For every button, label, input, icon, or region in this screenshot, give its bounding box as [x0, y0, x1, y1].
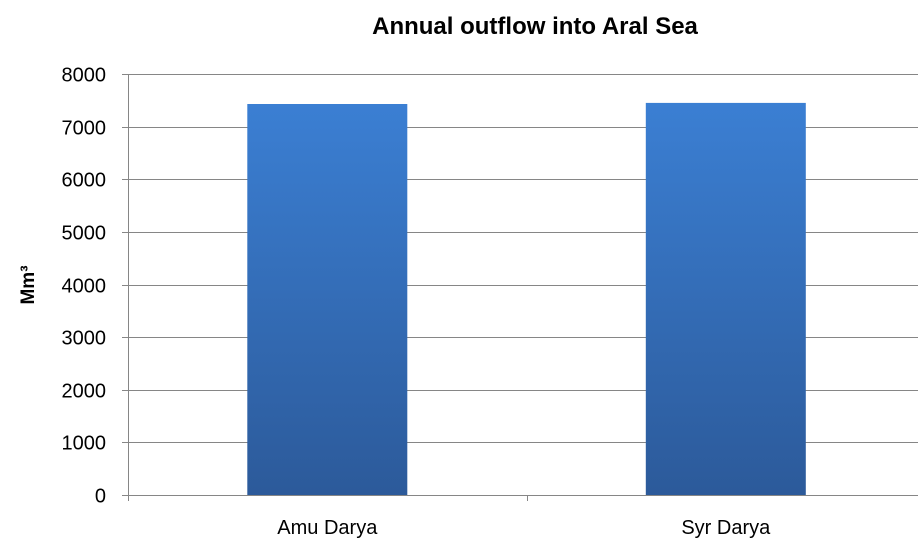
axes [122, 74, 918, 501]
bar-amu-darya [247, 104, 408, 495]
chart-title: Annual outflow into Aral Sea [372, 13, 698, 40]
y-tick-label: 2000 [62, 381, 107, 403]
y-tick-label: 5000 [62, 223, 107, 245]
x-tick-labels: Amu Darya Syr Darya [277, 517, 771, 539]
y-axis-label: Mm³ [18, 265, 39, 304]
y-tick-label: 0 [95, 486, 106, 508]
y-tick-label: 6000 [62, 170, 107, 192]
y-tick-label: 4000 [62, 276, 107, 298]
bar-syr-darya [645, 102, 806, 496]
bars [247, 102, 806, 496]
y-tick-label: 3000 [62, 328, 107, 350]
y-tick-label: 7000 [62, 118, 107, 140]
x-tick-label: Amu Darya [277, 517, 378, 539]
y-tick-labels: 0 1000 2000 3000 4000 5000 6000 7000 8000 [62, 65, 107, 508]
x-tick-label: Syr Darya [681, 517, 771, 539]
y-tick-label: 1000 [62, 433, 107, 455]
y-tick-label: 8000 [62, 65, 107, 87]
